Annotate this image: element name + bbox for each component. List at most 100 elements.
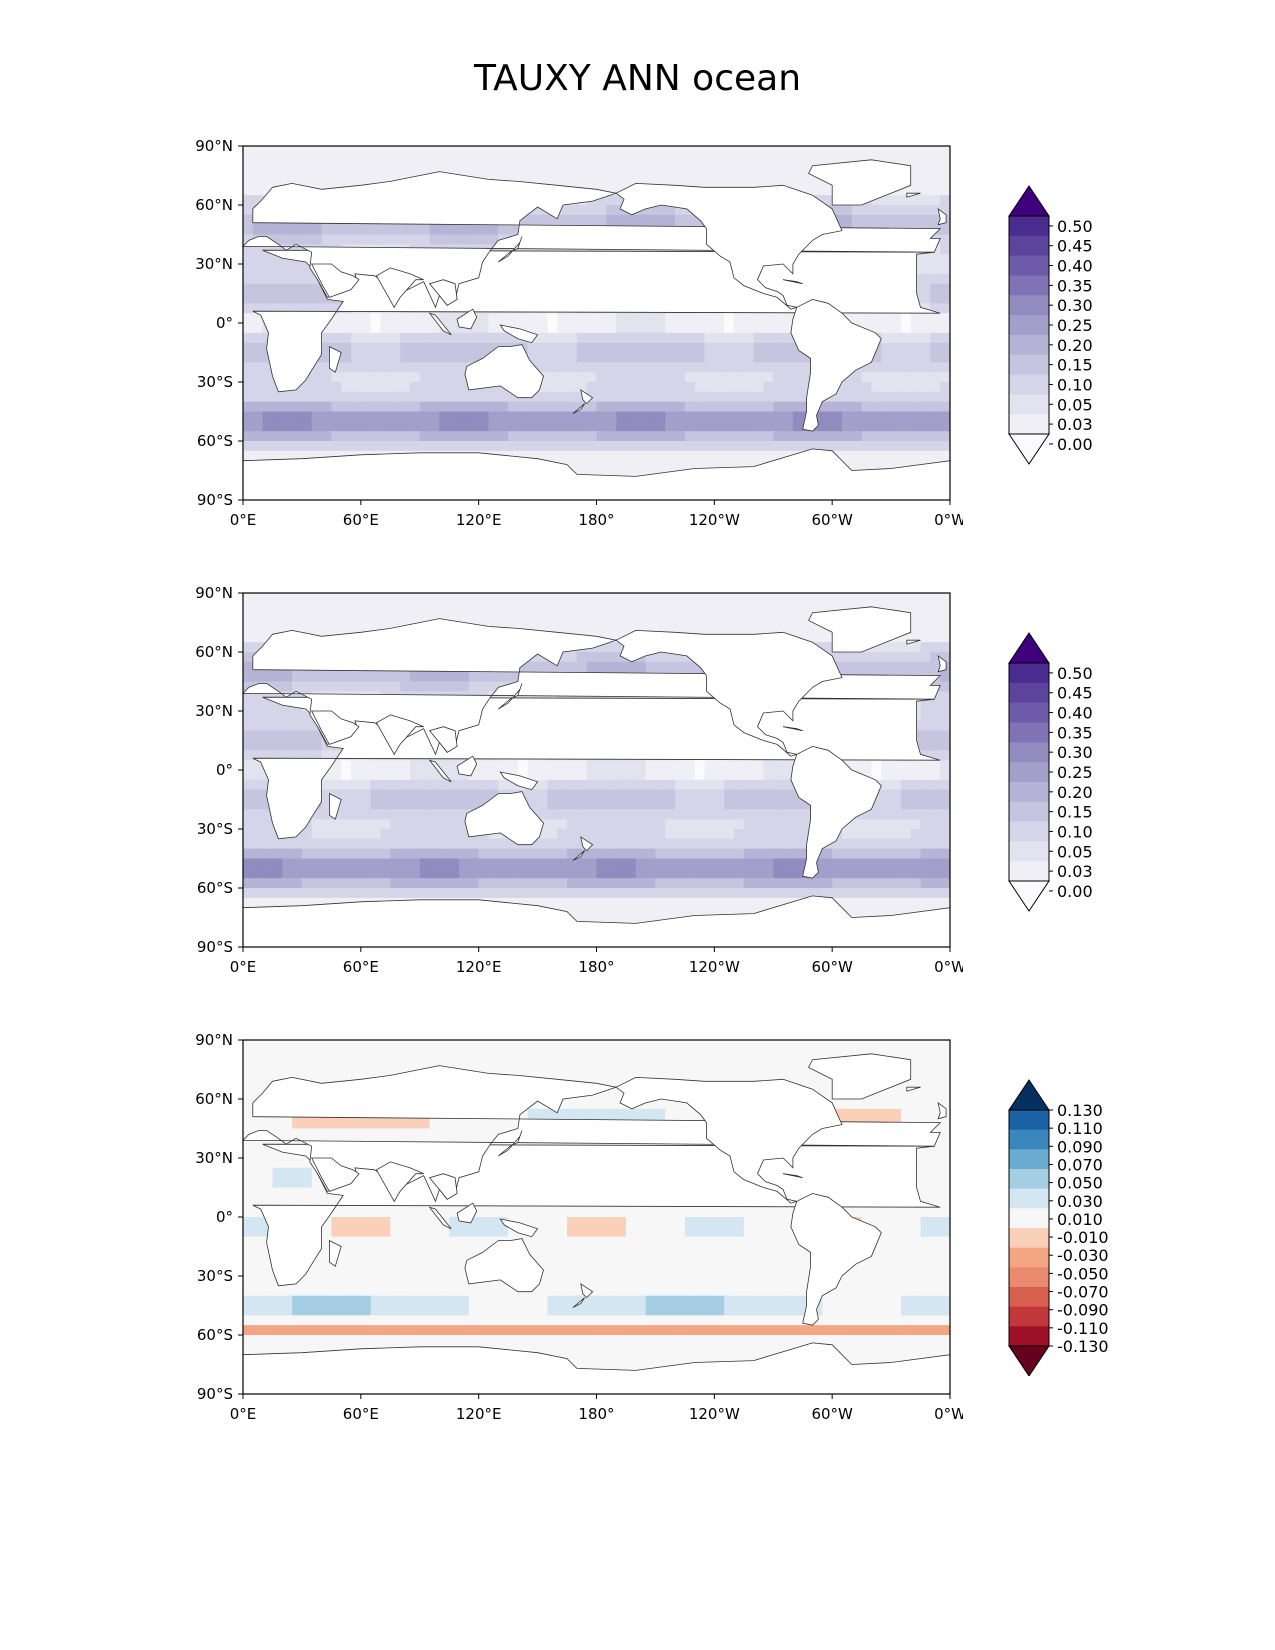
field-cell [763,450,774,462]
field-cell [547,602,558,614]
field-cell [675,622,686,633]
field-cell [704,809,715,820]
field-cell [625,470,637,481]
field-cell [272,273,283,285]
field-cell [586,323,598,334]
field-cell [557,441,568,452]
field-cell [272,897,283,909]
field-cell [567,214,578,226]
field-cell [616,175,627,186]
field-cell [773,858,784,869]
field-cell [606,593,617,604]
field-cell [537,809,549,820]
field-cell [567,593,578,604]
field-cell [351,622,362,633]
field-cell [635,868,647,879]
field-cell [616,612,627,624]
field-cell [301,165,313,177]
field-cell [498,848,509,860]
field-cell [606,391,617,403]
field-cell [567,829,578,840]
field-cell [822,421,833,432]
field-cell [714,175,725,186]
field-cell [576,382,588,393]
field-cell [684,372,696,383]
field-cell [694,460,706,472]
field-cell [684,888,696,899]
field-cell [783,799,794,810]
field-cell [262,829,274,840]
field-cell [940,602,950,614]
field-cell [498,671,509,683]
field-cell [910,819,922,830]
field-cell [459,809,470,820]
field-cell [292,838,303,850]
field-cell [802,431,814,442]
field-cell [517,691,529,702]
field-cell [439,332,450,344]
field-cell [694,441,706,452]
field-cell [567,362,578,373]
field-cell [292,244,303,255]
field-cell [940,205,950,216]
field-cell [694,593,706,604]
field-cell [802,593,814,604]
field-cell [262,244,274,255]
field-cell [390,352,401,363]
field-cell [753,770,765,781]
field-cell [645,858,657,869]
field-cell [567,622,578,633]
field-cell [684,868,696,879]
field-cell [243,878,254,889]
field-cell [881,642,892,653]
field-cell [871,401,882,413]
field-cell [547,779,558,791]
field-cell [606,323,617,334]
field-cell [557,779,568,791]
field-cell [733,888,745,899]
field-cell [606,165,617,177]
field-cell [881,868,892,879]
field-cell [272,264,283,275]
field-cell [557,868,568,879]
field-cell [704,829,715,840]
field-cell [449,779,460,791]
field-cell [694,332,706,344]
field-cell [586,770,598,781]
field-cell [488,224,499,236]
field-cell [900,789,912,801]
field-cell [920,362,931,373]
field-cell [557,352,568,363]
field-cell [675,829,686,840]
field-cell [341,888,352,899]
field-cell [763,838,774,850]
field-cell [763,789,774,801]
field-cell [792,848,804,860]
field-cell [743,441,755,452]
field-cell [763,878,774,889]
field-cell [282,264,293,275]
field-cell [675,214,686,226]
colorbar-segment [1009,414,1049,435]
field-cell [616,760,627,771]
field-cell [311,175,323,186]
field-cell [940,593,950,604]
field-cell [360,809,372,820]
field-cell [763,352,774,363]
field-cell [370,234,382,245]
field-cell [900,146,912,157]
field-cell [537,431,549,442]
field-cell [694,838,706,850]
field-cell [694,382,706,393]
field-cell [370,441,382,452]
field-cell [311,829,323,840]
field-cell [655,809,666,820]
field-cell [930,352,941,363]
field-cell [684,332,696,344]
field-cell [753,175,765,186]
field-cell [881,421,892,432]
field-cell [871,146,882,157]
field-cell [459,165,470,177]
field-cell [724,362,735,373]
field-cell [488,382,499,393]
